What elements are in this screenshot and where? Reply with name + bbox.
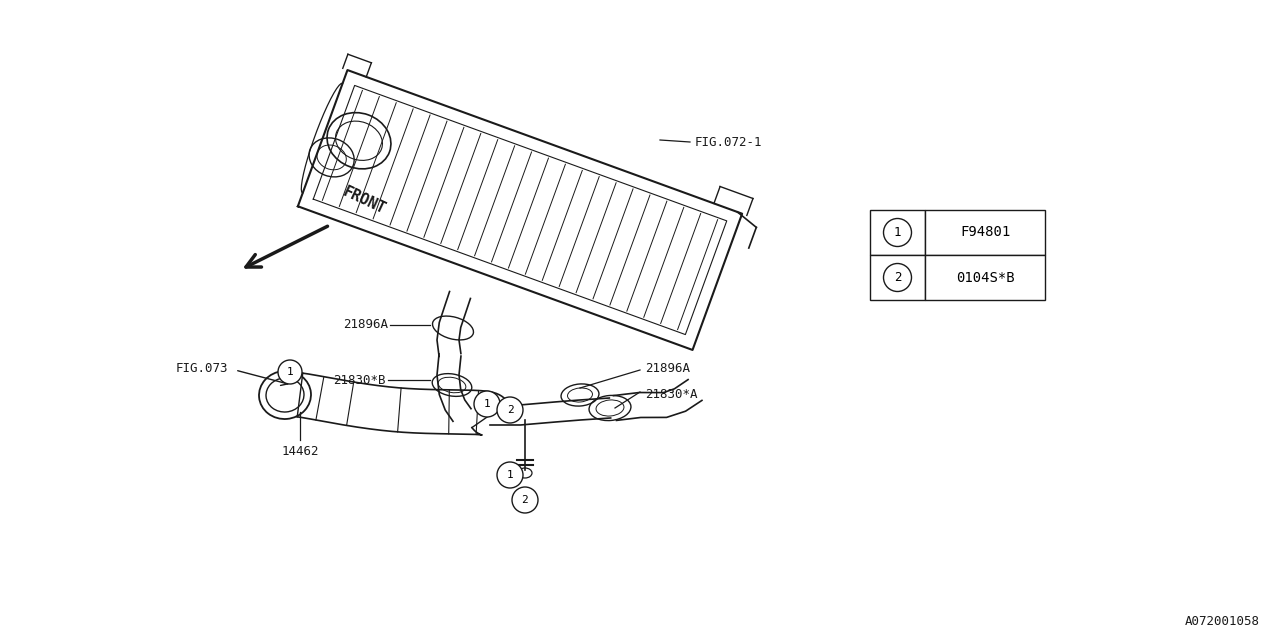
Text: 2: 2: [522, 495, 529, 505]
Text: FIG.073: FIG.073: [175, 362, 228, 374]
Bar: [870, 255, 925, 300]
Circle shape: [497, 462, 524, 488]
Text: 14462: 14462: [282, 445, 319, 458]
Circle shape: [497, 397, 524, 423]
Text: 0104S*B: 0104S*B: [956, 271, 1014, 285]
Circle shape: [278, 360, 302, 384]
Bar: [925, 210, 1044, 255]
Text: 2: 2: [507, 405, 513, 415]
Circle shape: [474, 391, 500, 417]
Text: A072001058: A072001058: [1185, 615, 1260, 628]
Text: 1: 1: [507, 470, 513, 480]
Text: F94801: F94801: [960, 225, 1010, 239]
Text: 21896A: 21896A: [645, 362, 690, 374]
Bar: [870, 210, 925, 255]
Bar: [925, 255, 1044, 300]
Text: 1: 1: [893, 226, 901, 239]
Text: 21830*A: 21830*A: [645, 388, 698, 401]
Text: 1: 1: [484, 399, 490, 409]
Text: FRONT: FRONT: [340, 184, 388, 217]
Text: 1: 1: [287, 367, 293, 377]
Text: 21830*B: 21830*B: [334, 374, 387, 387]
Text: FIG.072-1: FIG.072-1: [695, 136, 763, 150]
Circle shape: [512, 487, 538, 513]
Text: 21896A: 21896A: [343, 319, 388, 332]
Text: 2: 2: [893, 271, 901, 284]
